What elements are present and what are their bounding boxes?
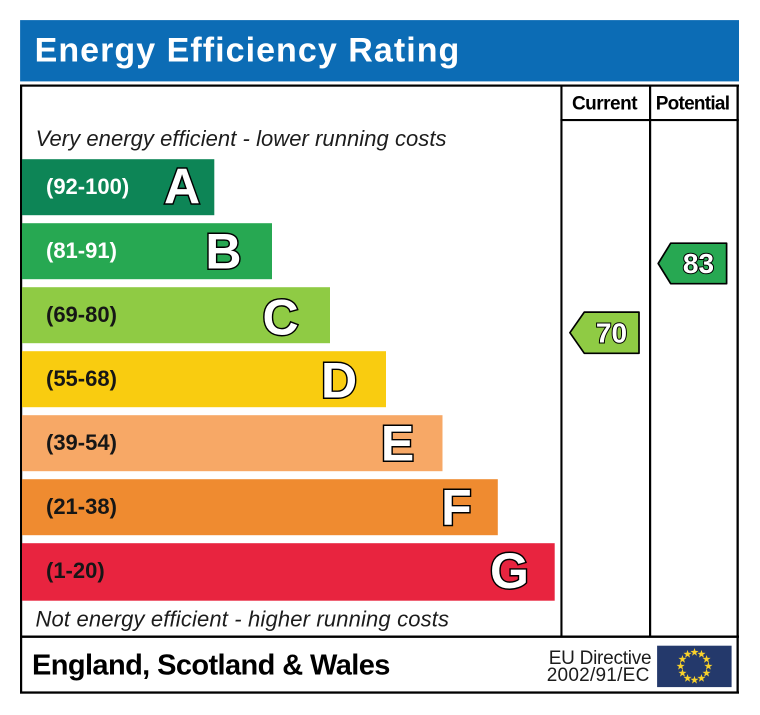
svg-text:Very energy efficient - lower: Very energy efficient - lower running co… — [36, 126, 447, 151]
svg-text:(55-68): (55-68) — [46, 366, 117, 391]
svg-text:C: C — [262, 289, 298, 345]
svg-text:70: 70 — [596, 317, 627, 348]
svg-text:EU Directive: EU Directive — [549, 648, 652, 669]
svg-text:D: D — [321, 353, 357, 409]
svg-text:(69-80): (69-80) — [46, 302, 117, 327]
svg-text:England, Scotland & Wales: England, Scotland & Wales — [32, 650, 390, 682]
svg-text:(21-38): (21-38) — [46, 494, 117, 519]
svg-text:G: G — [490, 543, 529, 599]
svg-text:83: 83 — [683, 248, 714, 279]
svg-text:B: B — [205, 224, 241, 280]
svg-text:E: E — [381, 416, 414, 472]
svg-text:(1-20): (1-20) — [46, 558, 105, 583]
svg-text:2002/91/EC: 2002/91/EC — [547, 665, 650, 686]
svg-text:(81-91): (81-91) — [46, 238, 117, 263]
svg-text:A: A — [164, 158, 200, 214]
svg-text:Not energy efficient - higher: Not energy efficient - higher running co… — [36, 607, 450, 632]
svg-text:F: F — [441, 480, 472, 536]
svg-text:(39-54): (39-54) — [46, 430, 117, 455]
svg-text:Potential: Potential — [656, 94, 729, 115]
svg-text:Current: Current — [572, 94, 638, 115]
svg-text:(92-100): (92-100) — [46, 174, 129, 199]
svg-text:Energy Efficiency Rating: Energy Efficiency Rating — [35, 32, 461, 70]
